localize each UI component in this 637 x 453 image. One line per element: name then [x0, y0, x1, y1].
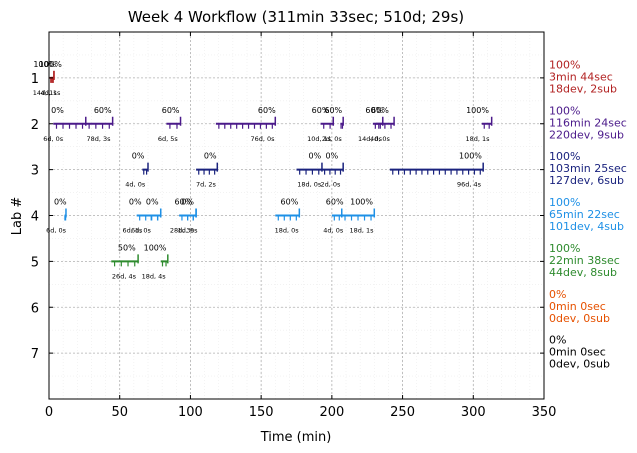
lab-summary-line: 0% [549, 334, 566, 347]
session-info-label: 7d, 2s [196, 181, 217, 189]
session-percent-label: 60% [258, 106, 276, 115]
x-tick-label: 50 [111, 405, 128, 420]
axes-layer: 0 50 100 150 200 250 300 350 1 2 3 4 5 6 7 [31, 31, 557, 420]
x-tick-label: 250 [390, 405, 415, 420]
session-percent-label: 100% [144, 243, 167, 252]
session-percent-label: 60% [312, 106, 330, 115]
session-info-label: 18d, 4s [142, 272, 167, 280]
session-info-label: 2d, 0s [320, 181, 341, 189]
lab-summary-line: 18dev, 2sub [549, 82, 617, 95]
session-info-label: 28d, 3s [170, 227, 195, 235]
session-info-label: 18d, 1s [465, 135, 490, 143]
session-info-label: 18d, 0s [275, 227, 300, 235]
session-percent-label: 60% [371, 106, 389, 115]
session-percent-label: 0% [181, 198, 194, 207]
session-percent-label: 0% [309, 152, 322, 161]
lab-summary-line: 220dev, 9sub [549, 128, 624, 141]
lab-summary-line: 3min 44sec [549, 70, 613, 83]
session-info-label: 96d, 4s [457, 181, 482, 189]
y-tick-label: 3 [31, 164, 39, 179]
lab-summary-line: 100% [549, 58, 580, 71]
lab-summary-line: 0min 0sec [549, 300, 606, 313]
lab-summary-line: 100% [549, 104, 580, 117]
session-info-label: 6d, 0s [43, 135, 64, 143]
x-tick-label: 350 [532, 405, 557, 420]
lab-summary-line: 100% [549, 242, 580, 255]
lab-summary-line: 0dev, 0sub [549, 358, 610, 371]
session-percent-label: 0% [129, 198, 142, 207]
marks-layer: 100% 14d, 1s 100% 4d, 1s 0% 6d, 0s 60% 78d, 3s 6… [33, 60, 493, 280]
lab-summary-line: 100% [549, 150, 580, 163]
session-percent-label: 60% [324, 106, 342, 115]
session-percent-label: 60% [326, 198, 344, 207]
session-percent-label: 0% [132, 152, 145, 161]
session-info-label: 6d, 0s [46, 227, 67, 235]
lab-summary-line: 65min 22sec [549, 208, 620, 221]
session-info-label: 6d, 5s [158, 135, 179, 143]
session-info-label: 14d, 0s [358, 135, 383, 143]
lab-summary-line: 0% [549, 288, 566, 301]
lab-summary-line: 44dev, 8sub [549, 266, 617, 279]
session-percent-label: 0% [326, 152, 339, 161]
y-tick-label: 1 [31, 72, 39, 87]
session-percent-label: 60% [174, 198, 192, 207]
session-info-label: 4d, 0s [125, 181, 146, 189]
session-info-label: 1d, 0s [178, 227, 199, 235]
lab-summary-line: 100% [549, 196, 580, 209]
session-percent-label: 50% [118, 243, 136, 252]
x-axis-title: Time (min) [260, 430, 332, 445]
lab-summary-line: 0min 0sec [549, 346, 606, 359]
session-info-label: 18d, 1s [350, 227, 375, 235]
session-info-label: 4d, 1s [40, 89, 61, 97]
session-info-label: 78d, 3s [86, 135, 111, 143]
session-percent-label: 100% [459, 152, 482, 161]
session-percent-label: 0% [204, 152, 217, 161]
y-tick-label: 4 [31, 210, 39, 225]
y-tick-label: 5 [31, 255, 39, 270]
lab-summary-line: 22min 38sec [549, 254, 620, 267]
x-tick-label: 200 [319, 405, 344, 420]
session-info-label: 4d, 0s [323, 227, 344, 235]
session-percent-label: 60% [94, 106, 112, 115]
x-tick-label: 150 [249, 405, 274, 420]
y-tick-label: 7 [31, 347, 39, 362]
session-percent-label: 60% [365, 106, 383, 115]
session-percent-label: 100% [350, 198, 373, 207]
session-percent-label: 100% [33, 60, 56, 69]
session-percent-label: 60% [281, 198, 299, 207]
lab-summary-line: 101dev, 4sub [549, 220, 624, 233]
session-percent-label: 100% [466, 106, 489, 115]
session-percent-label: 60% [162, 106, 180, 115]
y-tick-label: 6 [31, 301, 39, 316]
x-tick-label: 0 [45, 405, 53, 420]
y-axis-title: Lab # [10, 197, 25, 236]
chart-title: Week 4 Workflow (311min 33sec; 510d; 29s… [128, 8, 464, 26]
lab-summary-line: 127dev, 6sub [549, 174, 624, 187]
session-percent-label: 0% [51, 106, 64, 115]
session-percent-label: 0% [54, 198, 67, 207]
session-info-label: 6d, 0s [131, 227, 152, 235]
session-info-label: 26d, 4s [112, 272, 137, 280]
y-tick-label: 2 [31, 118, 39, 133]
session-info-label: 18d, 0s [297, 181, 322, 189]
session-info-label: 76d, 0s [251, 135, 276, 143]
lab-summary-line: 103min 25sec [549, 162, 627, 175]
session-info-label: 6d, 1s [122, 227, 143, 235]
session-info-label: 14d, 1s [33, 89, 58, 97]
session-info-label: 4d, 0s [370, 135, 391, 143]
lab-summary-line: 116min 24sec [549, 116, 627, 129]
x-tick-label: 100 [178, 405, 203, 420]
x-tick-label: 300 [461, 405, 486, 420]
session-info-label: 10d, 1s [307, 135, 332, 143]
lab-summary-line: 0dev, 0sub [549, 312, 610, 325]
session-percent-label: 100% [39, 60, 62, 69]
session-percent-label: 0% [146, 198, 159, 207]
session-info-label: 2d, 0s [322, 135, 343, 143]
